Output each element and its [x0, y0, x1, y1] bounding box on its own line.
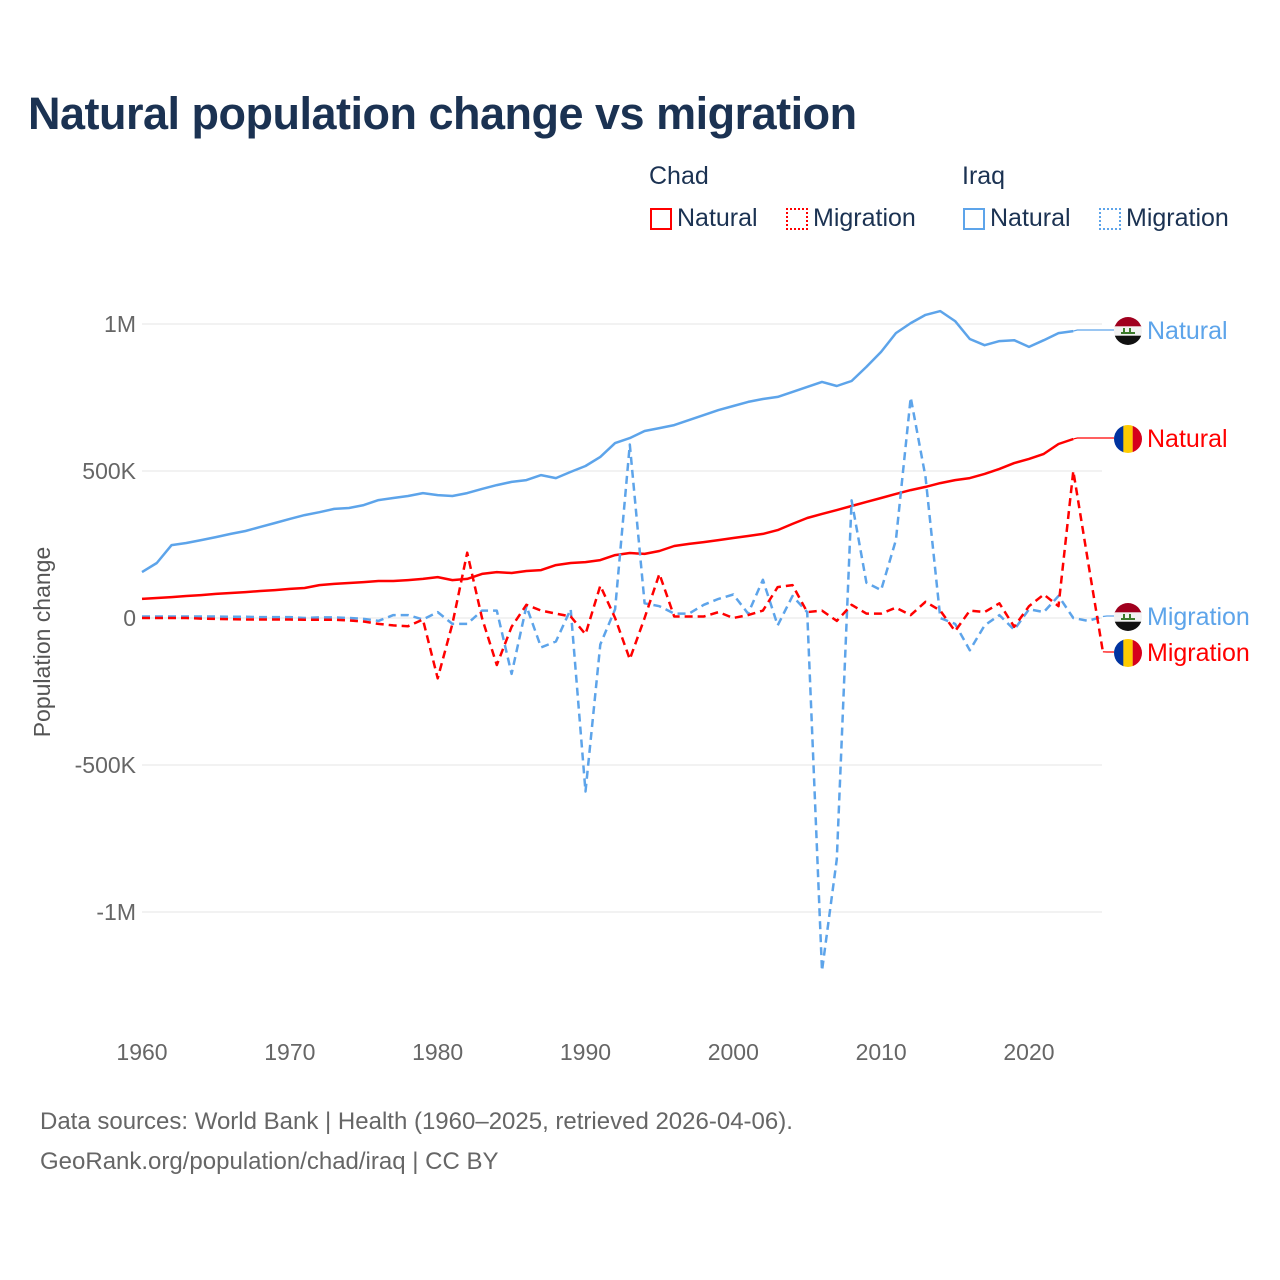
- footer-sources: Data sources: World Bank | Health (1960–…: [40, 1108, 793, 1135]
- footer-credit: GeoRank.org/population/chad/iraq | CC BY: [40, 1148, 499, 1175]
- label-connector: [1073, 437, 1114, 440]
- legend-label: Natural: [677, 204, 758, 232]
- x-tick-label: 2000: [708, 1039, 759, 1065]
- iraq-flag-icon: [1114, 317, 1142, 345]
- legend-swatch-solid: [650, 207, 672, 230]
- series-line-chad-natural: [141, 437, 1074, 601]
- legend-group-chad: Chad: [649, 162, 709, 190]
- y-tick-label: -1M: [96, 899, 136, 925]
- legend-item-iraq-migration[interactable]: Migration: [1099, 204, 1229, 233]
- series-end-label: Natural: [1147, 425, 1228, 453]
- chad-flag-icon: [1114, 639, 1142, 667]
- legend-swatch-dotted: [1099, 207, 1121, 230]
- y-tick-label: 0: [123, 605, 136, 631]
- legend-group-iraq: Iraq: [962, 162, 1006, 190]
- chad-flag-icon: [1114, 425, 1142, 453]
- series-line-iraq-migration: [142, 396, 1104, 973]
- series-end-label: Migration: [1147, 603, 1250, 631]
- chart-title: Natural population change vs migration: [28, 88, 857, 139]
- x-tick-label: 1990: [560, 1039, 611, 1065]
- legend-swatch-solid: [963, 207, 985, 230]
- x-tick-label: 1960: [116, 1039, 167, 1065]
- legend-label: Migration: [813, 204, 916, 232]
- label-connector: [1073, 329, 1114, 332]
- legend-item-chad-natural[interactable]: Natural: [650, 204, 758, 233]
- y-tick-label: -500K: [75, 752, 137, 778]
- series-end-label: Migration: [1147, 639, 1250, 667]
- iraq-flag-icon: [1114, 603, 1142, 631]
- x-tick-label: 2020: [1003, 1039, 1054, 1065]
- label-connector: [1102, 615, 1114, 618]
- legend-label: Migration: [1126, 204, 1229, 232]
- y-tick-label: 1M: [104, 311, 136, 337]
- series-end-label: Natural: [1147, 317, 1228, 345]
- series-line-chad-migration: [142, 469, 1105, 680]
- x-tick-label: 1970: [264, 1039, 315, 1065]
- series-line-iraq-natural: [141, 309, 1074, 574]
- legend-item-chad-migration[interactable]: Migration: [786, 204, 916, 233]
- x-tick-label: 2010: [856, 1039, 907, 1065]
- y-axis-label: Population change: [29, 547, 55, 738]
- x-tick-label: 1980: [412, 1039, 463, 1065]
- legend-swatch-dotted: [786, 207, 808, 230]
- legend-label: Natural: [990, 204, 1071, 232]
- legend-item-iraq-natural[interactable]: Natural: [963, 204, 1071, 233]
- y-tick-label: 500K: [82, 458, 136, 484]
